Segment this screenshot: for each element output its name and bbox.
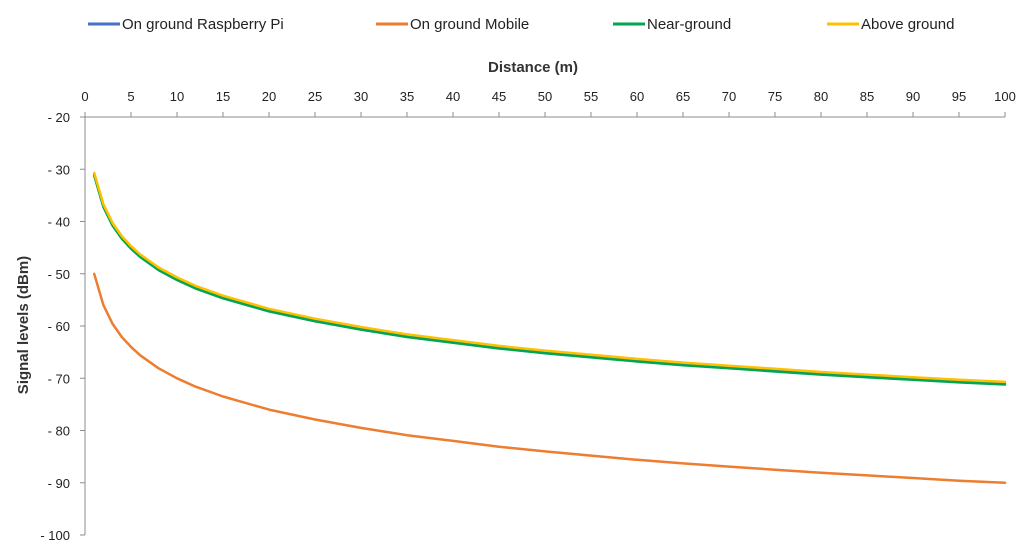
x-tick-label: 40 bbox=[446, 89, 460, 104]
x-tick-label: 50 bbox=[538, 89, 552, 104]
legend-label: On ground Mobile bbox=[410, 16, 529, 33]
y-tick-label: - 40 bbox=[48, 215, 70, 230]
legend-item-above-ground: Above ground bbox=[827, 16, 954, 33]
legend-item-on-ground-mobile: On ground Mobile bbox=[376, 16, 529, 33]
x-tick-label: 80 bbox=[814, 89, 828, 104]
series-group bbox=[92, 171, 1007, 485]
legend-label: Above ground bbox=[861, 16, 954, 33]
x-tick-label: 5 bbox=[127, 89, 134, 104]
y-tick-label: - 20 bbox=[48, 110, 70, 125]
x-tick-label: 90 bbox=[906, 89, 920, 104]
x-tick-label: 85 bbox=[860, 89, 874, 104]
y-tick-label: - 100 bbox=[40, 528, 70, 540]
x-tick-label: 35 bbox=[400, 89, 414, 104]
y-tick-label: - 50 bbox=[48, 267, 70, 282]
series-line-on-ground-mobile bbox=[92, 272, 1007, 485]
x-axis: 0 5 10 15 20 25 30 35 40 45 50 55 60 65 70 75 80 85 90 95 10… bbox=[81, 89, 1016, 118]
x-tick-label: 55 bbox=[584, 89, 598, 104]
y-tick-label: - 30 bbox=[48, 162, 70, 177]
x-tick-label: 70 bbox=[722, 89, 736, 104]
x-tick-label: 0 bbox=[81, 89, 88, 104]
x-tick-label: 10 bbox=[170, 89, 184, 104]
x-tick-label: 45 bbox=[492, 89, 506, 104]
x-tick-label: 75 bbox=[768, 89, 782, 104]
y-tick-label: - 80 bbox=[48, 424, 70, 439]
x-tick-label: 95 bbox=[952, 89, 966, 104]
y-axis-title: Signal levels (dBm) bbox=[15, 256, 32, 394]
x-tick-label: 65 bbox=[676, 89, 690, 104]
y-axis: - 20 - 30 - 40 - 50 - 60 - 70 - 80 - 90 - 100 bbox=[40, 110, 86, 540]
series-line-above-ground bbox=[92, 171, 1007, 384]
x-tick-label: 30 bbox=[354, 89, 368, 104]
x-tick-label: 20 bbox=[262, 89, 276, 104]
legend: On ground Raspberry Pi On ground Mobile Ne… bbox=[88, 16, 954, 33]
x-tick-label: 100 bbox=[994, 89, 1016, 104]
x-tick-label: 25 bbox=[308, 89, 322, 104]
series-line-near-ground bbox=[92, 174, 1007, 386]
y-tick-label: - 60 bbox=[48, 319, 70, 334]
y-tick-label: - 90 bbox=[48, 476, 70, 491]
y-tick-label: - 70 bbox=[48, 371, 70, 386]
legend-item-on-ground-raspberry-pi: On ground Raspberry Pi bbox=[88, 16, 284, 33]
legend-item-near-ground: Near-ground bbox=[613, 16, 731, 33]
legend-label: On ground Raspberry Pi bbox=[122, 16, 284, 33]
x-tick-label: 60 bbox=[630, 89, 644, 104]
legend-label: Near-ground bbox=[647, 16, 731, 33]
x-axis-title: Distance (m) bbox=[488, 59, 578, 76]
x-tick-label: 15 bbox=[216, 89, 230, 104]
